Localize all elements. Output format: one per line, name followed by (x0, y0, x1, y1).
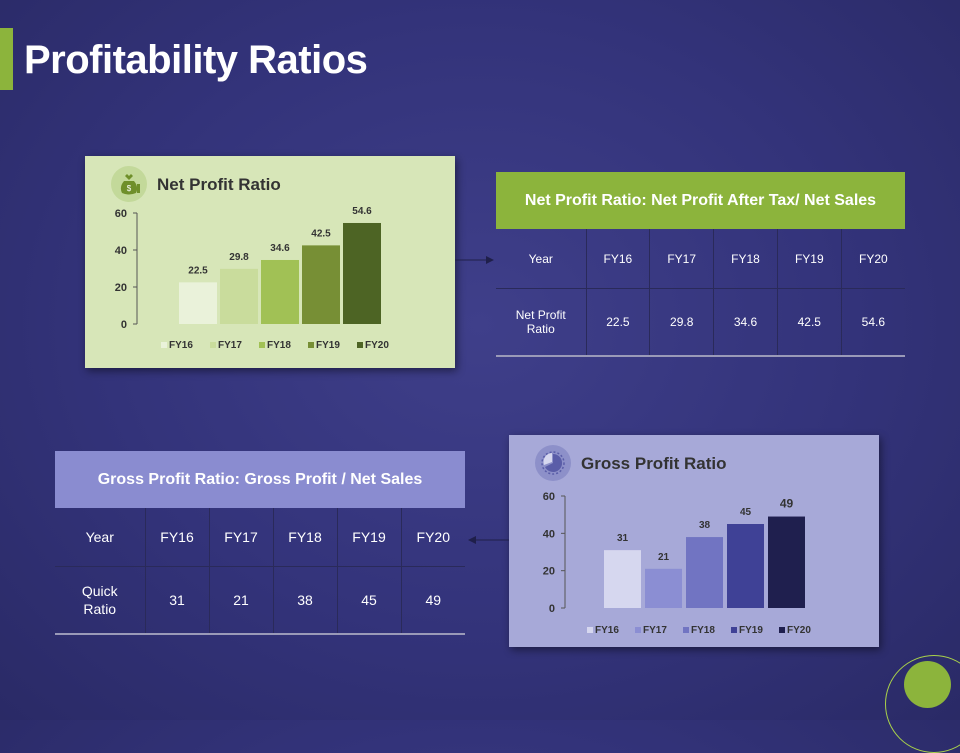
gross-profit-chart-card: Gross Profit Ratio 0 20 40 60 31 21 38 45 49 FY16… (509, 435, 879, 647)
data-label: 29.8 (229, 252, 249, 263)
table-cell: FY20 (401, 508, 465, 567)
y-tick-label: 60 (543, 491, 555, 503)
table-cell: 54.6 (841, 288, 905, 357)
data-label: 22.5 (188, 265, 208, 276)
table-cell: Year (55, 508, 146, 567)
y-tick-label: 20 (543, 566, 555, 578)
legend-swatch (635, 627, 641, 633)
net-profit-bar-chart: 0 20 40 60 22.5 29.8 34.6 42.5 54.6 FY16 FY17 FY18 F… (115, 206, 390, 351)
net-profit-chart-title: Net Profit Ratio (157, 175, 281, 194)
legend-swatch (259, 342, 265, 348)
table-cell: 34.6 (713, 288, 778, 357)
table-row: Net Profit Ratio 22.5 29.8 34.6 42.5 54.… (496, 288, 905, 357)
table-cell: FY20 (841, 229, 905, 289)
y-tick-label: 60 (115, 208, 127, 220)
y-tick-label: 0 (121, 319, 127, 331)
decorative-dot (904, 661, 951, 708)
legend-label: FY20 (787, 625, 811, 636)
gross-profit-table: Gross Profit Ratio: Gross Profit / Net S… (55, 451, 465, 635)
data-label: 49 (780, 497, 794, 511)
bar-fy20 (768, 516, 805, 608)
legend-swatch (587, 627, 593, 633)
net-profit-table-header: Net Profit Ratio: Net Profit After Tax/ … (496, 172, 905, 229)
y-tick-label: 20 (115, 282, 127, 294)
table-cell: 49 (401, 566, 465, 635)
data-label: 54.6 (352, 206, 372, 217)
gross-profit-chart-title: Gross Profit Ratio (581, 454, 727, 473)
money-bag-icon: $ (111, 166, 147, 202)
table-cell: FY17 (209, 508, 274, 567)
title-accent-bar (0, 28, 13, 90)
table-cell: FY16 (586, 229, 651, 289)
table-cell: FY18 (713, 229, 778, 289)
legend-swatch (731, 627, 737, 633)
arrow-right-icon (455, 256, 494, 264)
table-cell: Year (496, 229, 587, 289)
legend-label: FY19 (739, 625, 763, 636)
table-cell: 29.8 (649, 288, 715, 357)
table-cell: 21 (209, 566, 274, 635)
table-cell: 38 (273, 566, 338, 635)
data-label: 38 (699, 520, 711, 531)
y-tick-label: 0 (549, 603, 555, 615)
data-label: 45 (740, 507, 752, 518)
data-label: 42.5 (311, 228, 331, 239)
gross-profit-bar-chart: 0 20 40 60 31 21 38 45 49 FY16 FY17 FY18 FY19 FY20 (543, 491, 812, 636)
table-cell: FY18 (273, 508, 338, 567)
svg-text:$: $ (127, 184, 132, 193)
bar-fy18 (261, 259, 299, 324)
bar-fy16 (604, 550, 641, 608)
table-cell: FY19 (777, 229, 842, 289)
legend-label: FY20 (365, 340, 389, 351)
y-tick-label: 40 (543, 528, 555, 540)
table-cell: 45 (337, 566, 402, 635)
bar-fy19 (302, 245, 340, 324)
legend-label: FY17 (643, 625, 667, 636)
table-cell: FY17 (649, 229, 715, 289)
legend-swatch (161, 342, 167, 348)
data-label: 31 (617, 533, 629, 544)
legend-label: FY19 (316, 340, 340, 351)
table-cell: 42.5 (777, 288, 842, 357)
legend-label: FY16 (169, 340, 193, 351)
bar-fy19 (727, 524, 764, 608)
bar-fy17 (220, 268, 258, 324)
legend-label: FY18 (691, 625, 715, 636)
legend-label: FY17 (218, 340, 242, 351)
legend-swatch (210, 342, 216, 348)
table-cell: FY16 (145, 508, 210, 567)
legend-swatch (308, 342, 314, 348)
bar-fy17 (645, 568, 682, 608)
bar-fy16 (179, 282, 217, 324)
table-row: Quick Ratio 31 21 38 45 49 (55, 566, 465, 635)
table-cell: FY19 (337, 508, 402, 567)
bar-fy20 (343, 222, 381, 324)
y-tick-label: 40 (115, 245, 127, 257)
net-profit-chart-card: $ Net Profit Ratio 0 20 40 60 22.5 29.8 34.6 42… (85, 156, 455, 368)
table-cell: 22.5 (586, 288, 651, 357)
bar-fy18 (686, 537, 723, 608)
gross-profit-table-header: Gross Profit Ratio: Gross Profit / Net S… (55, 451, 465, 508)
data-label: 34.6 (270, 243, 290, 254)
data-label: 21 (658, 552, 670, 563)
legend-swatch (357, 342, 363, 348)
legend-swatch (683, 627, 689, 633)
net-profit-table: Net Profit Ratio: Net Profit After Tax/ … (496, 172, 905, 357)
legend-label: FY16 (595, 625, 619, 636)
page-title: Profitability Ratios (24, 38, 368, 82)
pie-chart-icon (535, 445, 571, 481)
table-row: Year FY16 FY17 FY18 FY19 FY20 (55, 508, 465, 567)
legend-swatch (779, 627, 785, 633)
table-row-label: Net Profit Ratio (496, 288, 587, 357)
table-row: Year FY16 FY17 FY18 FY19 FY20 (496, 229, 905, 289)
legend-label: FY18 (267, 340, 291, 351)
arrow-left-icon (468, 536, 509, 544)
table-row-label: Quick Ratio (55, 566, 146, 635)
table-cell: 31 (145, 566, 210, 635)
